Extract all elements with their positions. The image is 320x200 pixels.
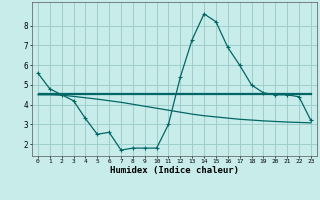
X-axis label: Humidex (Indice chaleur): Humidex (Indice chaleur): [110, 166, 239, 175]
